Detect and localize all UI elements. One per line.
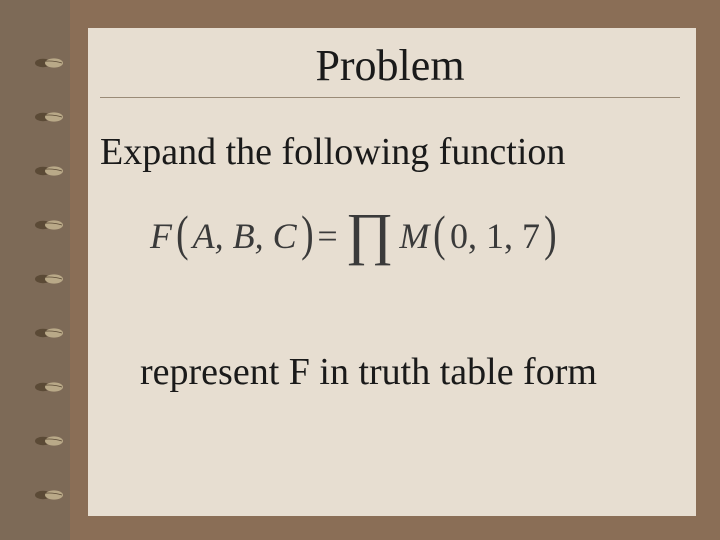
leaf-bullet-icon (34, 488, 64, 500)
formula-rhs-args: 0, 1, 7 (450, 215, 540, 257)
leaf-bullet-icon (34, 434, 64, 446)
content-panel (88, 28, 696, 516)
formula-rhs-fn: M (399, 215, 429, 257)
leaf-bullet-icon (34, 326, 64, 338)
title-underline (100, 97, 680, 98)
leaf-bullet-icon (34, 272, 64, 284)
slide-title: Problem (100, 40, 680, 91)
formula-lhs-args: A, B, C (193, 215, 297, 257)
slide: Problem Expand the following function F … (0, 0, 720, 540)
leaf-bullet-icon (34, 56, 64, 68)
decor-strip (0, 0, 70, 540)
formula: F ( A, B, C ) = ∏ M ( 0, 1, 7 ) (150, 215, 559, 257)
formula-lhs-fn: F (150, 215, 172, 257)
leaf-bullet-icon (34, 164, 64, 176)
leaf-bullet-icon (34, 218, 64, 230)
leaf-bullet-icon (34, 380, 64, 392)
body-text-2: represent F in truth table form (140, 350, 597, 394)
equals-sign: = (317, 215, 337, 257)
leaf-bullet-icon (34, 110, 64, 122)
title-block: Problem (100, 40, 680, 98)
body-text-1: Expand the following function (100, 130, 565, 174)
